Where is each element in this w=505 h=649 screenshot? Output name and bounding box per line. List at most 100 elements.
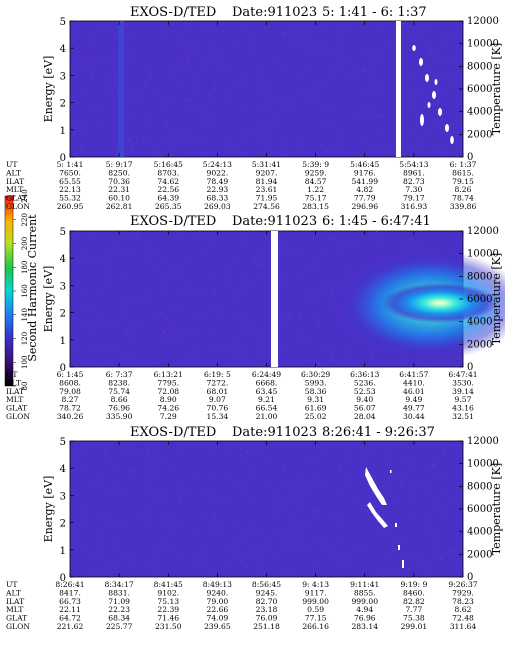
noise-pixel <box>218 452 221 455</box>
noise-pixel <box>225 65 227 67</box>
noise-pixel <box>430 52 433 55</box>
noise-pixel <box>179 294 182 296</box>
noise-pixel <box>146 303 149 305</box>
noise-pixel <box>127 139 130 142</box>
y-right-tick-label: 0 <box>467 572 473 583</box>
noise-pixel <box>193 318 195 321</box>
noise-pixel <box>181 525 183 528</box>
noise-pixel <box>93 305 96 308</box>
noise-pixel <box>402 237 405 240</box>
noise-pixel <box>348 475 350 478</box>
noise-pixel <box>382 362 385 364</box>
table-cell: 283.15 <box>302 202 329 211</box>
y-right-tick-label: 2000 <box>467 549 492 560</box>
y-right-tick-label: 10000 <box>467 39 499 50</box>
noise-pixel <box>361 107 364 109</box>
noise-pixel <box>277 86 280 88</box>
noise-pixel <box>183 66 186 68</box>
noise-pixel <box>234 281 236 284</box>
table-cell: 8238. <box>108 378 130 387</box>
table-cell: 6:24:49 <box>252 370 281 379</box>
noise-pixel <box>109 531 111 533</box>
noise-pixel <box>460 486 462 489</box>
noise-pixel <box>166 100 169 102</box>
noise-pixel <box>331 295 334 298</box>
noise-pixel <box>287 278 290 280</box>
table-cell: 5: 9:17 <box>106 160 133 169</box>
noise-pixel <box>127 558 129 560</box>
noise-pixel <box>312 241 315 244</box>
noise-pixel <box>429 540 432 542</box>
noise-pixel <box>292 87 295 89</box>
noise-pixel <box>198 558 201 561</box>
noise-pixel <box>208 102 210 104</box>
noise-pixel <box>153 151 156 154</box>
panel-3-streak-dot-c <box>402 560 404 568</box>
noise-pixel <box>308 293 311 296</box>
table-cell: 5:24:13 <box>203 160 232 169</box>
noise-pixel <box>77 530 80 532</box>
noise-pixel <box>206 515 209 517</box>
table-cell: 72.08 <box>157 387 179 396</box>
noise-pixel <box>137 34 139 37</box>
table-cell: 9259. <box>305 168 327 177</box>
table-cell: 32.51 <box>452 412 474 421</box>
noise-pixel <box>256 529 258 532</box>
noise-pixel <box>94 235 97 238</box>
noise-pixel <box>283 446 285 448</box>
panel-3-streak-dot-a <box>395 523 397 527</box>
noise-pixel <box>123 447 125 449</box>
noise-pixel <box>243 152 246 154</box>
noise-pixel <box>410 488 412 491</box>
noise-pixel <box>145 82 148 85</box>
noise-pixel <box>354 492 357 495</box>
table-cell: 4.94 <box>356 605 373 614</box>
noise-pixel <box>177 82 180 84</box>
noise-pixel <box>98 512 101 515</box>
noise-pixel <box>288 285 291 287</box>
noise-pixel <box>388 512 391 515</box>
noise-pixel <box>455 145 457 148</box>
noise-pixel <box>410 131 413 133</box>
table-row-label: ALT <box>5 588 21 597</box>
noise-pixel <box>295 464 298 467</box>
noise-pixel <box>99 120 101 123</box>
noise-pixel <box>261 348 263 351</box>
noise-pixel <box>76 31 78 33</box>
noise-pixel <box>207 82 210 85</box>
noise-pixel <box>350 354 353 357</box>
noise-pixel <box>173 151 176 153</box>
noise-pixel <box>254 44 256 46</box>
noise-pixel <box>148 488 151 491</box>
noise-pixel <box>130 498 133 501</box>
noise-pixel <box>172 324 174 327</box>
table-row-label: MLT <box>6 185 23 194</box>
noise-pixel <box>451 247 453 249</box>
table-cell: 79.08 <box>59 387 81 396</box>
noise-pixel <box>349 25 352 28</box>
colorbar-tick-label: 140 <box>21 308 29 321</box>
noise-pixel <box>248 132 251 134</box>
noise-pixel <box>148 479 150 481</box>
noise-pixel <box>158 79 160 82</box>
noise-pixel <box>161 293 163 295</box>
noise-pixel <box>381 245 384 248</box>
noise-pixel <box>191 92 193 95</box>
noise-pixel <box>261 21 264 23</box>
table-cell: 8417. <box>59 588 81 597</box>
table-cell: 7650. <box>59 168 81 177</box>
noise-pixel <box>243 481 246 483</box>
noise-pixel <box>202 62 204 65</box>
noise-pixel <box>361 112 364 115</box>
noise-pixel <box>336 51 339 53</box>
noise-pixel <box>250 326 252 328</box>
noise-pixel <box>304 362 306 364</box>
noise-pixel <box>172 123 175 126</box>
noise-pixel <box>342 533 345 536</box>
noise-pixel <box>228 277 230 279</box>
panel-3-ylabel: Energy [eV] <box>42 476 55 543</box>
noise-pixel <box>289 547 292 550</box>
noise-pixel <box>72 41 75 43</box>
noise-pixel <box>119 491 122 494</box>
noise-pixel <box>84 68 86 70</box>
